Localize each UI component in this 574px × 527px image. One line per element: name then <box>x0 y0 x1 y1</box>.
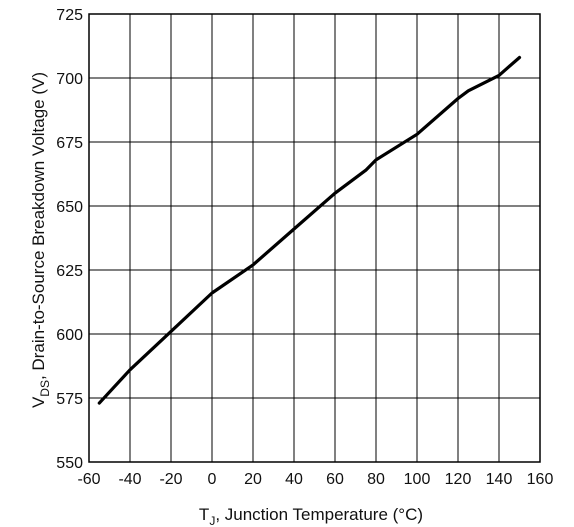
x-tick-label: 40 <box>285 471 303 488</box>
y-tick-label: 700 <box>56 71 83 88</box>
series-line <box>97 55 522 405</box>
x-tick-label: -20 <box>159 471 182 488</box>
x-tick-label: -60 <box>77 471 100 488</box>
y-tick-label: 650 <box>56 199 83 216</box>
y-tick-labels: 550 575 600 625 650 675 700 725 <box>56 7 83 472</box>
grid-lines <box>88 13 541 463</box>
x-tick-label: 80 <box>367 471 385 488</box>
y-tick-label: 575 <box>56 391 83 408</box>
x-tick-label: 20 <box>244 471 262 488</box>
y-tick-label: 550 <box>56 455 83 472</box>
y-axis-label: VDS, Drain-to-Source Breakdown Voltage (… <box>29 72 52 408</box>
x-tick-label: 140 <box>486 471 513 488</box>
y-tick-label: 725 <box>56 7 83 24</box>
x-tick-label: 160 <box>527 471 554 488</box>
x-tick-label: 100 <box>404 471 431 488</box>
plot-frame <box>88 13 541 463</box>
x-tick-labels: -60 -40 -20 0 20 40 60 80 100 120 140 160 <box>77 471 553 488</box>
x-axis-label-main: T <box>199 505 209 524</box>
x-tick-label: 120 <box>445 471 472 488</box>
y-axis-label-rest: , Drain-to-Source Breakdown Voltage (V) <box>29 72 48 380</box>
x-axis-label-rest: , Junction Temperature (°C) <box>215 505 423 524</box>
x-axis-label: TJ, Junction Temperature (°C) <box>199 505 423 527</box>
y-axis-label-sub: DS <box>38 380 52 397</box>
x-tick-label: 0 <box>208 471 217 488</box>
x-axis-label-sub: J <box>209 514 215 527</box>
x-tick-label: -40 <box>118 471 141 488</box>
y-tick-label: 600 <box>56 327 83 344</box>
x-tick-label: 60 <box>326 471 344 488</box>
y-axis-label-main: V <box>29 396 48 408</box>
y-tick-label: 675 <box>56 135 83 152</box>
y-tick-label: 625 <box>56 263 83 280</box>
